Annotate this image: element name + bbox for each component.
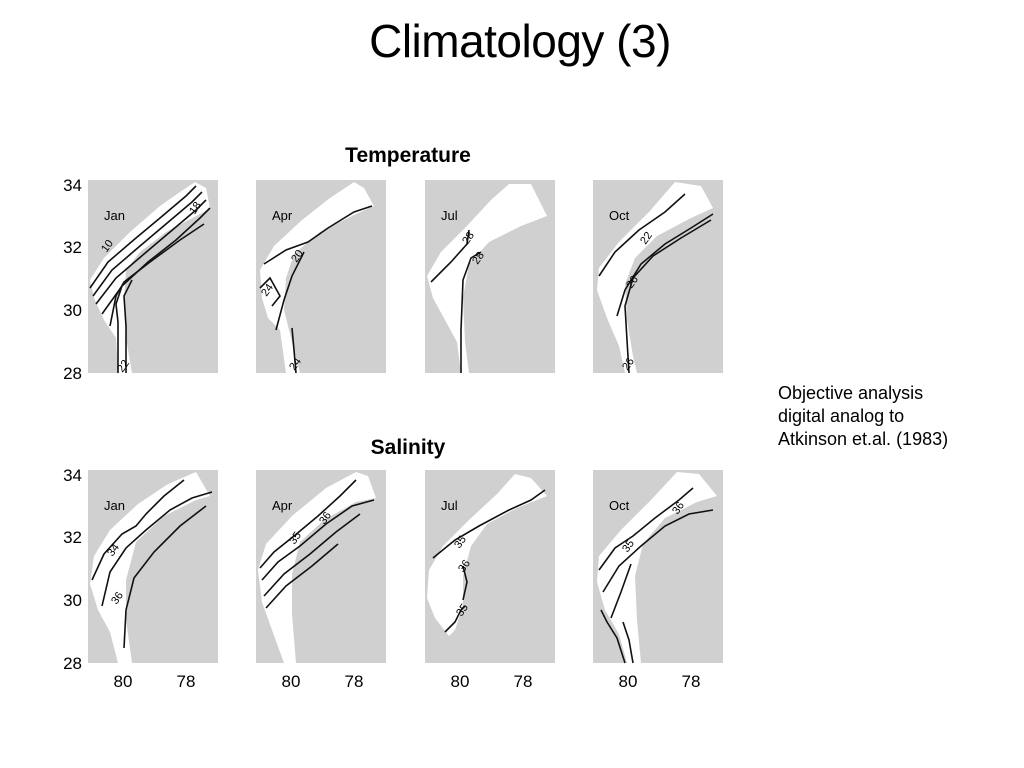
x-tick-label: 78 [682, 672, 701, 691]
map-panel-temperature-jan: Jan 10 18 22 [88, 180, 218, 375]
y-tick-label: 28 [63, 654, 82, 673]
contour-line [622, 621, 634, 664]
contour-label: 24 [259, 282, 276, 299]
contour-line [123, 505, 207, 649]
contour-line [259, 479, 357, 569]
side-note-line-2: digital analog to [778, 406, 905, 426]
contour-line [598, 487, 694, 571]
contour-label: 35 [287, 530, 304, 547]
contour-label: 36 [109, 590, 126, 607]
contour-line [91, 479, 185, 581]
shelf-water-area [90, 182, 210, 373]
contour-line [291, 327, 297, 374]
contour-line [115, 285, 123, 373]
contour-line [259, 276, 281, 307]
contour-line [430, 229, 470, 283]
month-label: Oct [609, 208, 630, 223]
contour-label: 36 [456, 558, 473, 575]
y-tick-label: 30 [63, 591, 82, 610]
contour-line [263, 205, 373, 265]
shelf-water-area [90, 472, 210, 663]
shelf-water-area [260, 182, 374, 373]
map-panel-temperature-apr: Apr 20 24 24 [256, 180, 386, 374]
x-tick-label: 80 [619, 672, 638, 691]
contour-label: 34 [105, 542, 122, 559]
contour-label: 22 [638, 230, 655, 247]
contour-line [89, 185, 197, 289]
contour-line [610, 563, 632, 619]
shelf-water-area [427, 474, 547, 636]
contour-line [101, 491, 213, 607]
contour-line [92, 191, 203, 297]
month-label: Jan [104, 208, 125, 223]
contour-line [462, 565, 468, 601]
x-tick-label: 80 [451, 672, 470, 691]
contour-line [624, 219, 712, 374]
contour-line [444, 605, 466, 633]
contour-line [600, 609, 626, 664]
month-label: Jul [441, 498, 458, 513]
contour-line [265, 543, 339, 609]
month-label: Apr [272, 498, 293, 513]
shelf-water-area [597, 472, 717, 663]
contour-line [275, 251, 305, 331]
contour-line [616, 213, 714, 317]
row-title-salinity: Salinity [371, 436, 446, 459]
y-tick-label: 30 [63, 301, 82, 320]
contour-label: 35 [452, 534, 469, 551]
slide-title: Climatology (3) [369, 15, 671, 67]
contour-label: 36 [317, 510, 334, 527]
contour-label: 20 [289, 248, 306, 265]
contour-line [109, 223, 205, 327]
map-panel-salinity-jul: Jul 35 36 35 [425, 470, 555, 663]
shelf-water-area [258, 472, 376, 663]
contour-label: 22 [115, 358, 132, 375]
map-panel-salinity-oct: Oct 35 36 [593, 470, 723, 664]
contour-line [261, 499, 375, 581]
side-note-line-1: Objective analysis [778, 383, 924, 403]
contour-label: 10 [99, 238, 116, 255]
x-tick-label: 78 [177, 672, 196, 691]
contour-label: 35 [620, 538, 637, 555]
contour-line [263, 513, 361, 597]
contour-line [123, 279, 133, 373]
contour-label: 28 [470, 250, 487, 267]
y-tick-label: 32 [63, 238, 82, 257]
x-tick-label: 80 [114, 672, 133, 691]
month-label: Jul [441, 208, 458, 223]
map-panel-salinity-jan: Jan 34 36 [88, 470, 218, 663]
month-label: Jan [104, 498, 125, 513]
contour-label: 35 [454, 602, 471, 619]
x-tick-label: 78 [345, 672, 364, 691]
y-tick-label: 32 [63, 528, 82, 547]
x-tick-label: 78 [514, 672, 533, 691]
shelf-water-area [427, 184, 547, 373]
x-tick-label: 80 [282, 672, 301, 691]
month-label: Apr [272, 208, 293, 223]
contour-line [432, 489, 546, 559]
map-panel-temperature-oct: Oct 22 26 26 [593, 180, 723, 374]
contour-label: 28 [460, 230, 477, 247]
row-title-temperature: Temperature [345, 144, 471, 167]
side-note: Objective analysis digital analog to Atk… [778, 382, 1018, 451]
contour-label: 26 [620, 356, 637, 373]
month-label: Oct [609, 498, 630, 513]
y-tick-label: 34 [63, 466, 82, 485]
contour-line [602, 509, 714, 593]
contour-label: 26 [624, 274, 641, 291]
y-tick-label: 34 [63, 176, 82, 195]
map-panel-salinity-apr: Apr 35 36 [256, 470, 386, 663]
y-tick-label: 28 [63, 364, 82, 383]
side-note-line-3: Atkinson et.al. (1983) [778, 429, 949, 449]
contour-label: 18 [187, 200, 204, 217]
contour-line [95, 199, 207, 305]
contour-label: 24 [287, 356, 304, 373]
contour-label: 36 [670, 500, 687, 517]
contour-line [598, 193, 686, 277]
contour-line [460, 251, 482, 373]
